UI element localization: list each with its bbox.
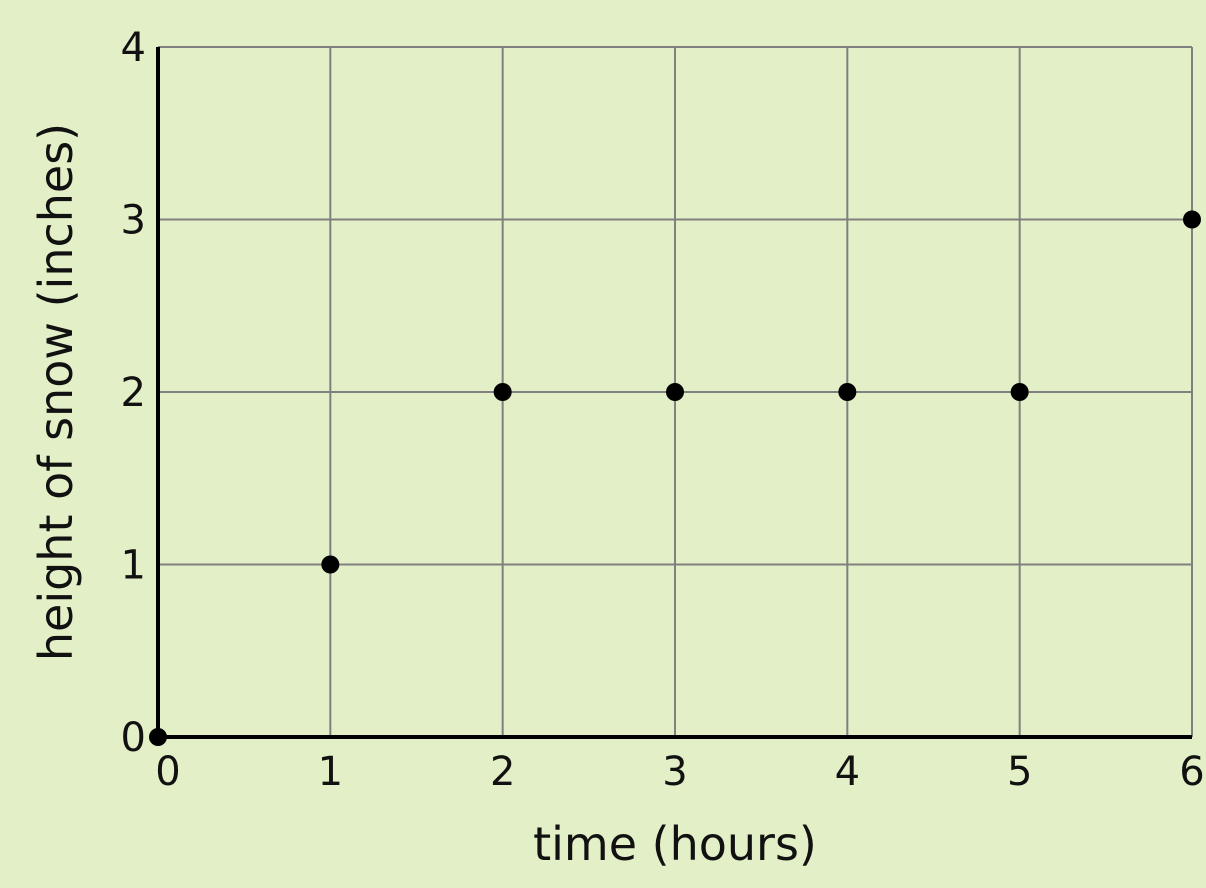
data-points xyxy=(149,210,1201,746)
x-axis-label: time (hours) xyxy=(533,817,817,871)
data-point xyxy=(149,728,167,746)
y-tick-label: 3 xyxy=(121,198,146,244)
x-tick-label: 4 xyxy=(835,749,860,795)
y-tick-label: 1 xyxy=(121,543,146,589)
x-tick-label: 5 xyxy=(1007,749,1032,795)
data-point xyxy=(1183,210,1201,229)
x-tick-label: 0 xyxy=(155,749,180,795)
data-point xyxy=(1010,383,1029,401)
data-point xyxy=(666,383,684,401)
data-point xyxy=(321,555,340,574)
x-tick-label: 6 xyxy=(1179,749,1204,795)
x-tick-label: 3 xyxy=(662,749,687,795)
data-point xyxy=(838,383,857,401)
tick-labels: 0 1 2 3 4 5 6 0 1 2 3 4 xyxy=(121,25,1205,795)
x-tick-label: 2 xyxy=(490,749,515,795)
axes xyxy=(156,47,1192,739)
y-tick-label: 2 xyxy=(121,370,146,416)
data-point xyxy=(493,383,512,401)
y-tick-label: 4 xyxy=(121,25,146,71)
x-tick-label: 1 xyxy=(318,749,343,795)
y-axis-label: height of snow (inches) xyxy=(29,123,83,661)
y-tick-label: 0 xyxy=(121,715,146,761)
